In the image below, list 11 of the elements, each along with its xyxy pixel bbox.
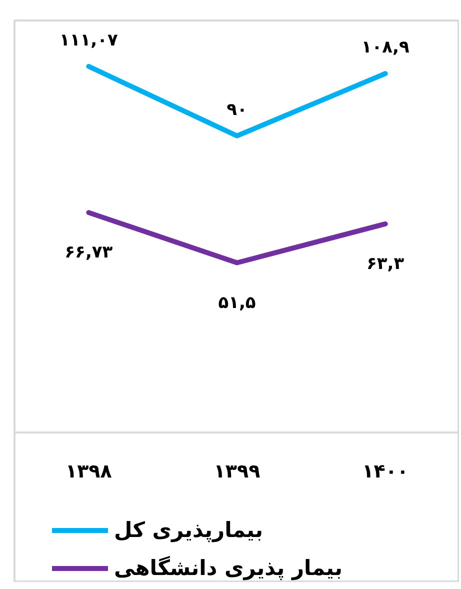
- x-tick-label: ۱۴۰۰: [362, 460, 409, 482]
- data-label: ۱۱۱,۰۷: [60, 30, 118, 50]
- data-label: ۶۳,۳: [366, 254, 405, 274]
- data-label: ۶۶,۷۳: [64, 242, 114, 263]
- data-label: ۵۱,۵: [218, 292, 256, 313]
- legend-label: بیمار پذیری دانشگاهی: [114, 556, 342, 580]
- data-label: ۹۰: [226, 100, 248, 120]
- data-label: ۱۰۸,۹: [361, 38, 410, 58]
- x-tick-label: ۱۳۹۹: [214, 460, 261, 482]
- legend-label: بیمارپذیری کل: [114, 518, 263, 542]
- x-tick-label: ۱۳۹۸: [65, 460, 112, 482]
